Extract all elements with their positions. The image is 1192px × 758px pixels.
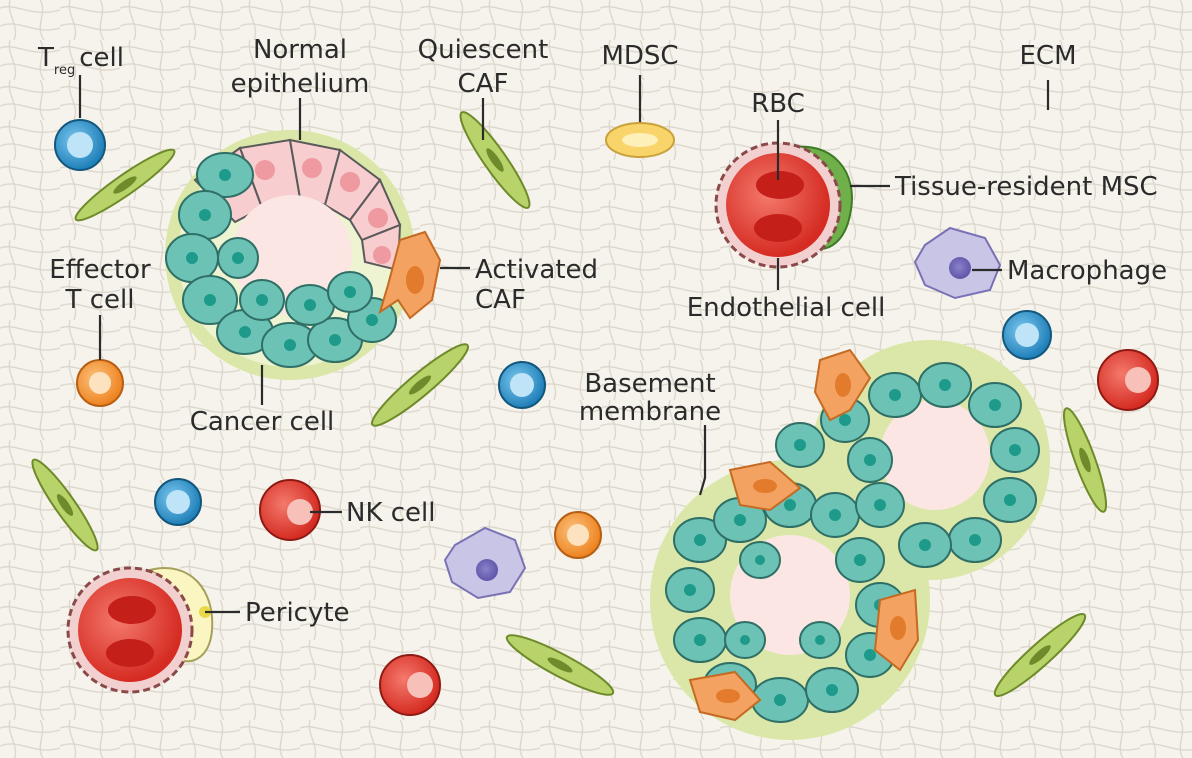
label-mdsc: MDSC bbox=[601, 41, 678, 71]
quiescent-caf-group bbox=[31, 111, 1108, 697]
normal-duct bbox=[165, 130, 442, 380]
blood-vessel-bottom bbox=[66, 566, 214, 694]
label-normal-epithelium-2: epithelium bbox=[231, 69, 370, 99]
label-endothelial-cell: Endothelial cell bbox=[687, 293, 886, 323]
label-nk-cell: NK cell bbox=[346, 498, 436, 528]
label-ecm: ECM bbox=[1019, 41, 1076, 71]
label-activated-caf-2: CAF bbox=[475, 285, 526, 315]
nk-cell-3 bbox=[1097, 349, 1159, 411]
label-normal-epithelium-1: Normal bbox=[253, 35, 347, 65]
label-basement-membrane-2: membrane bbox=[579, 397, 721, 427]
t-cell-blue-2 bbox=[498, 361, 546, 409]
label-quiescent-caf-2: CAF bbox=[458, 69, 509, 99]
t-cell-blue-3 bbox=[154, 478, 202, 526]
treg-cell bbox=[54, 119, 106, 171]
macrophage-cell-2 bbox=[443, 526, 527, 600]
leader-lines bbox=[78, 75, 1050, 614]
label-pericyte: Pericyte bbox=[245, 598, 350, 628]
label-basement-membrane-1: Basement bbox=[584, 369, 715, 399]
mdsc-cell bbox=[605, 122, 675, 158]
label-tissue-resident-msc: Tissue-resident MSC bbox=[894, 172, 1158, 202]
labels: Treg cell Normal epithelium Quiescent CAF… bbox=[37, 35, 1167, 628]
effector-t-cell bbox=[76, 359, 124, 407]
label-macrophage: Macrophage bbox=[1007, 256, 1167, 286]
label-activated-caf-1: Activated bbox=[475, 255, 598, 285]
t-cell-blue-4 bbox=[1002, 310, 1052, 360]
label-effector-t-cell-1: Effector bbox=[49, 255, 151, 285]
nk-cell-2 bbox=[379, 654, 441, 716]
invasive-tumour bbox=[650, 340, 1050, 740]
effector-t-cell-2 bbox=[554, 511, 602, 559]
blood-vessel-top bbox=[714, 141, 853, 269]
label-rbc: RBC bbox=[751, 89, 805, 119]
macrophage-cell bbox=[913, 226, 1002, 300]
label-cancer-cell: Cancer cell bbox=[190, 407, 335, 437]
label-quiescent-caf-1: Quiescent bbox=[418, 35, 549, 65]
nk-cell bbox=[259, 479, 321, 541]
label-treg-cell: Treg cell bbox=[37, 43, 124, 78]
label-effector-t-cell-2: T cell bbox=[65, 285, 135, 315]
